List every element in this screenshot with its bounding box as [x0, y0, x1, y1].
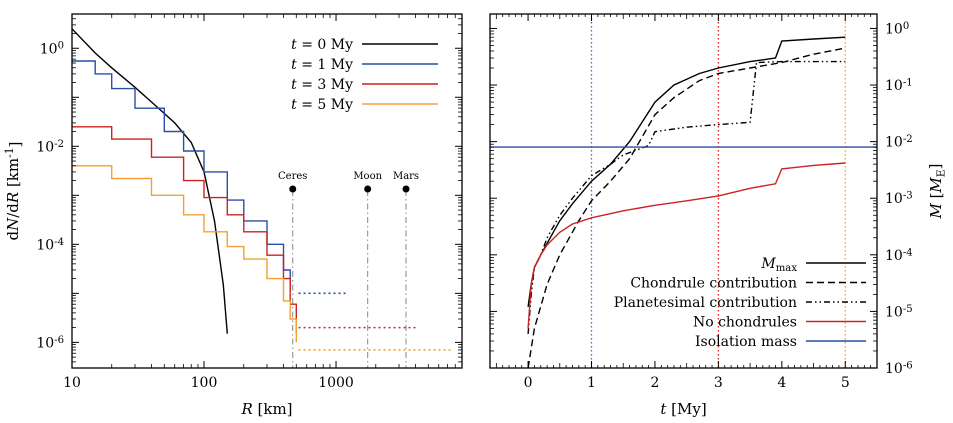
- right-panel-marks: [490, 14, 877, 368]
- left-panel-ticks: 10 100 1000 10-6 10-4 10-2 100: [36, 13, 463, 391]
- y-tick-label-10-3: 10-3: [885, 191, 913, 208]
- y-tick-label-10-1: 10-1: [885, 78, 913, 95]
- right-series-group: [490, 14, 877, 368]
- reference-label-mars: Mars: [393, 171, 419, 182]
- y-tick-label-10-5: 10-5: [885, 304, 913, 321]
- y-tick-label-10-2: 10-2: [885, 134, 913, 151]
- x-tick-label-1000: 1000: [318, 375, 354, 391]
- x-tick-label-3: 3: [714, 375, 723, 391]
- x-tick-label-100: 100: [191, 375, 218, 391]
- left-panel-legend: t = 0 My t = 1 My t = 3 My t = 5 My: [291, 37, 438, 113]
- series-line-planetesimal-contribution: [527, 60, 846, 334]
- series-line-t-5-my: [72, 165, 297, 343]
- series-line-t-3-my: [72, 126, 297, 334]
- x-tick-label-5: 5: [841, 375, 850, 391]
- x-tick-label-2: 2: [650, 375, 659, 391]
- reference-dot-mars: [402, 185, 410, 193]
- left-series-group: [72, 28, 452, 368]
- series-line-chondrule-contribution: [527, 47, 846, 368]
- reference-dot-moon: [364, 185, 372, 193]
- size-distribution-panel: Ceres Moon Mars t = 0 Myt = 1 Myt = 3 Myt …: [3, 13, 463, 418]
- right-panel-ticks: 0 1 2 3 4 5 10-6 10-5 10-4 10-3 10-2 10-1 100: [490, 14, 913, 391]
- series-line-m-max: [527, 36, 846, 307]
- series-line-t-1-my: [72, 60, 291, 292]
- y-tick-label-10-2: 10-2: [36, 139, 64, 156]
- right-panel-frame: [489, 13, 878, 369]
- x-tick-label-1: 1: [587, 375, 596, 391]
- mass-growth-panel: Mmax Chondrule contribution Planetesimal c…: [489, 13, 948, 418]
- series-line-t-0-my: [72, 28, 228, 334]
- legend-label-planetesimal-contribution: Planetesimal contribution: [614, 295, 797, 311]
- reference-dot-ceres: [289, 185, 297, 193]
- y-tick-label-10-0: 100: [40, 41, 64, 58]
- legend-label-t-5-my: t = 5 My: [291, 97, 353, 113]
- legend-label-isolation-mass: Isolation mass: [695, 334, 797, 350]
- series-line-no-chondrules: [527, 162, 846, 329]
- left-x-axis-label: R [km]: [240, 400, 292, 418]
- legend-label-t-3-my: t = 3 My: [291, 77, 353, 93]
- y-tick-label-10-6: 10-6: [36, 335, 64, 352]
- legend-label-no-chondrules: No chondrules: [693, 315, 797, 331]
- y-tick-label-10-0: 100: [885, 21, 909, 38]
- x-tick-label-4: 4: [777, 375, 786, 391]
- legend-label-chondrule-contribution: Chondrule contribution: [630, 276, 797, 292]
- right-y-axis-label: M [ME]: [926, 163, 948, 219]
- y-tick-label-10-4: 10-4: [885, 247, 913, 264]
- x-tick-label-0: 0: [524, 375, 533, 391]
- left-panel-marks: Ceres Moon Mars: [72, 28, 452, 368]
- y-tick-label-10-6: 10-6: [885, 360, 913, 377]
- legend-label-t-0-my: t = 0 My: [291, 37, 353, 53]
- right-x-axis-label: t [My]: [660, 400, 706, 418]
- right-panel-legend: Mmax Chondrule contribution Planetesimal c…: [614, 256, 866, 350]
- legend-label-m-max: Mmax: [760, 256, 797, 274]
- legend-label-t-1-my: t = 1 My: [291, 57, 353, 73]
- y-tick-label-10-4: 10-4: [36, 237, 64, 254]
- reference-label-moon: Moon: [353, 171, 382, 182]
- reference-label-ceres: Ceres: [278, 171, 307, 182]
- x-tick-label-10: 10: [63, 375, 81, 391]
- left-y-axis-label: dN/dR [km-1]: [3, 141, 24, 240]
